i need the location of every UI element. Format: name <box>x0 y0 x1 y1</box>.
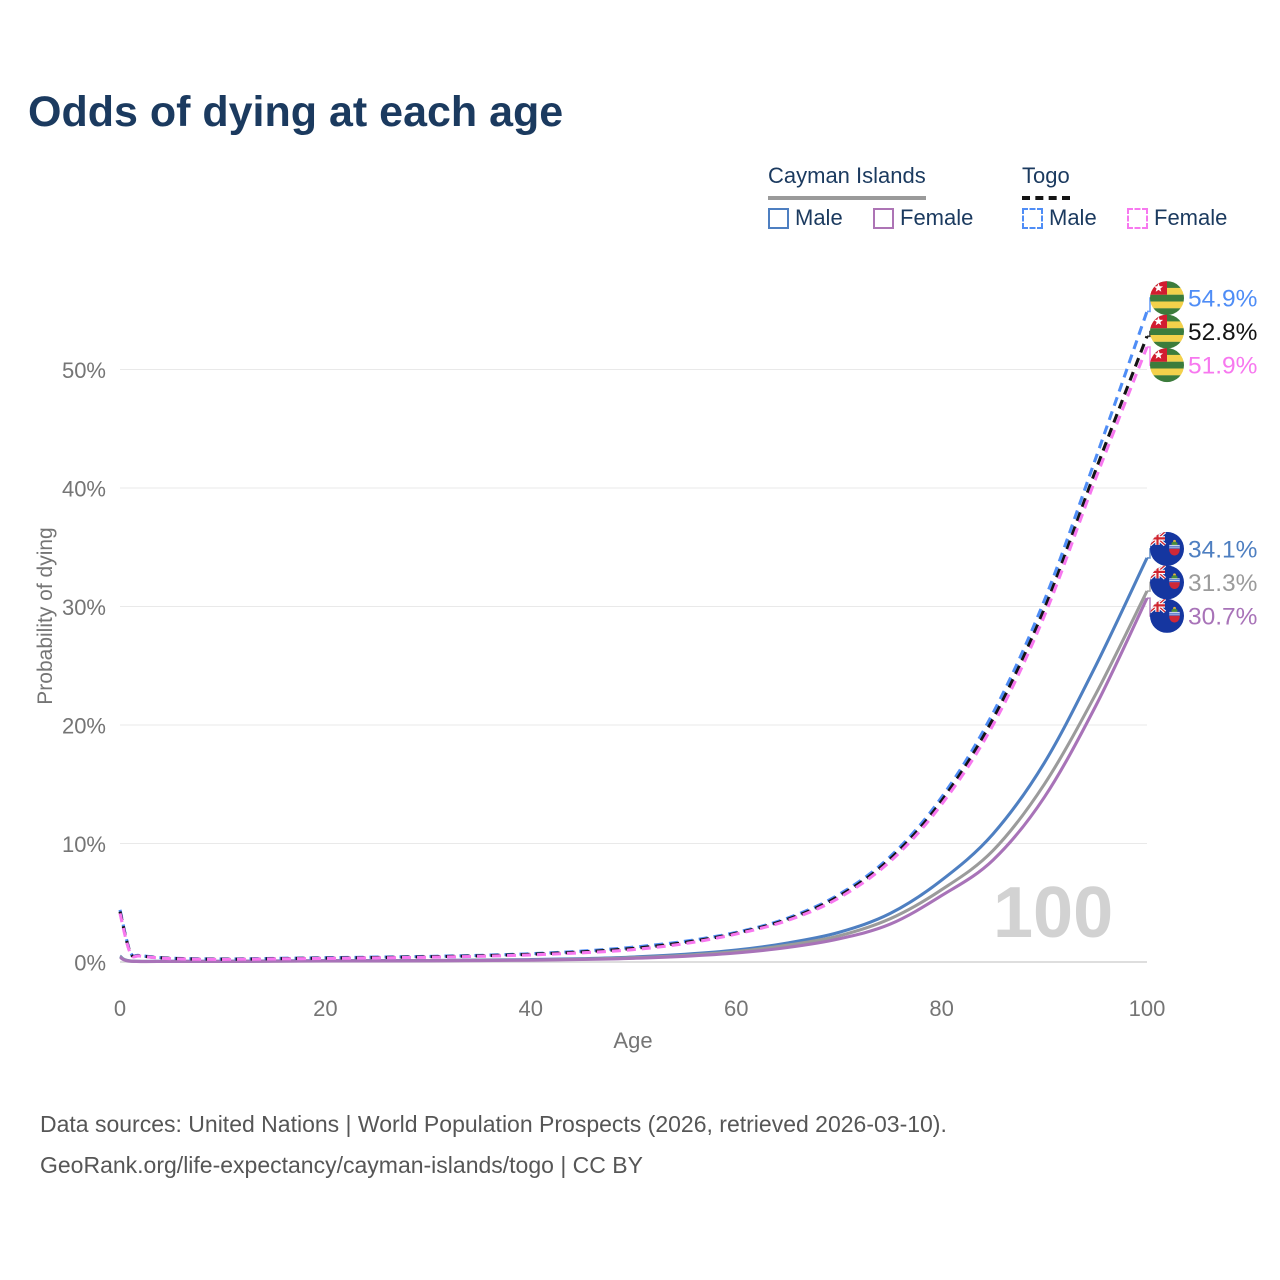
data-series <box>118 310 1149 964</box>
age-indicator-watermark: 100 <box>993 873 1114 953</box>
cayman-male-swatch-icon <box>768 207 789 229</box>
end-annotations: 54.9% 52.8% 51.9% 34.1% 31.3% 30.7% <box>1147 281 1257 633</box>
legend-item-togo-male[interactable]: Male <box>1022 205 1097 231</box>
cayman-islands-flag-icon <box>1150 565 1184 599</box>
togo-male-swatch-icon <box>1022 207 1043 229</box>
x-tick-label: 100 <box>1129 996 1166 1021</box>
end-value-label: 52.8% <box>1188 319 1257 346</box>
footer: Data sources: United Nations | World Pop… <box>40 1104 947 1186</box>
x-axis-title: Age <box>613 1028 653 1053</box>
cayman-islands-flag-icon <box>1150 599 1184 633</box>
footer-data-sources: Data sources: United Nations | World Pop… <box>40 1111 947 1137</box>
togo-flag-icon <box>1150 281 1184 315</box>
legend-item-label: Female <box>1154 205 1228 230</box>
series-line-togo-female[interactable] <box>118 346 1149 961</box>
legend-item-label: Male <box>795 205 843 230</box>
y-axis-title: Probability of dying <box>34 527 57 705</box>
end-value-label: 30.7% <box>1188 603 1257 630</box>
y-tick-label: 10% <box>62 832 106 857</box>
x-tick-label: 60 <box>724 996 748 1021</box>
end-value-label: 54.9% <box>1188 286 1257 313</box>
y-tick-label: 20% <box>62 714 106 739</box>
series-line-cayman-islands-female[interactable] <box>119 597 1149 964</box>
y-tick-label: 40% <box>62 477 106 502</box>
y-tick-label: 0% <box>74 951 106 976</box>
axis-ticks: 0% 10% 20% 30% 40% 50% 0 20 40 60 80 100 <box>62 358 1165 1021</box>
togo-flag-icon <box>1150 315 1184 349</box>
legend-item-togo-female[interactable]: Female <box>1127 205 1227 231</box>
x-tick-label: 40 <box>519 996 543 1021</box>
page-title: Odds of dying at each age <box>28 88 564 136</box>
x-tick-label: 0 <box>114 996 126 1021</box>
end-value-label: 51.9% <box>1188 353 1257 380</box>
end-value-label: 31.3% <box>1188 570 1257 597</box>
legend-item-cayman-male[interactable]: Male <box>768 205 843 231</box>
y-tick-label: 50% <box>62 358 106 383</box>
togo-flag-icon <box>1150 348 1184 382</box>
cayman-female-swatch-icon <box>873 207 894 229</box>
legend-item-label: Male <box>1049 205 1097 230</box>
footer-attribution: GeoRank.org/life-expectancy/cayman-islan… <box>40 1152 643 1178</box>
x-tick-label: 20 <box>313 996 337 1021</box>
togo-female-swatch-icon <box>1127 207 1148 229</box>
x-tick-label: 80 <box>929 996 953 1021</box>
gridlines <box>120 369 1147 963</box>
legend-group-togo[interactable]: Togo <box>1022 163 1070 200</box>
end-value-label: 34.1% <box>1188 536 1257 563</box>
cayman-islands-flag-icon <box>1150 532 1184 566</box>
legend-item-cayman-female[interactable]: Female <box>873 205 973 231</box>
legend-item-label: Female <box>900 205 974 230</box>
y-tick-label: 30% <box>62 595 106 620</box>
series-line-togo-both-sexes[interactable] <box>118 335 1149 961</box>
legend-group-cayman-islands[interactable]: Cayman Islands <box>768 163 926 200</box>
